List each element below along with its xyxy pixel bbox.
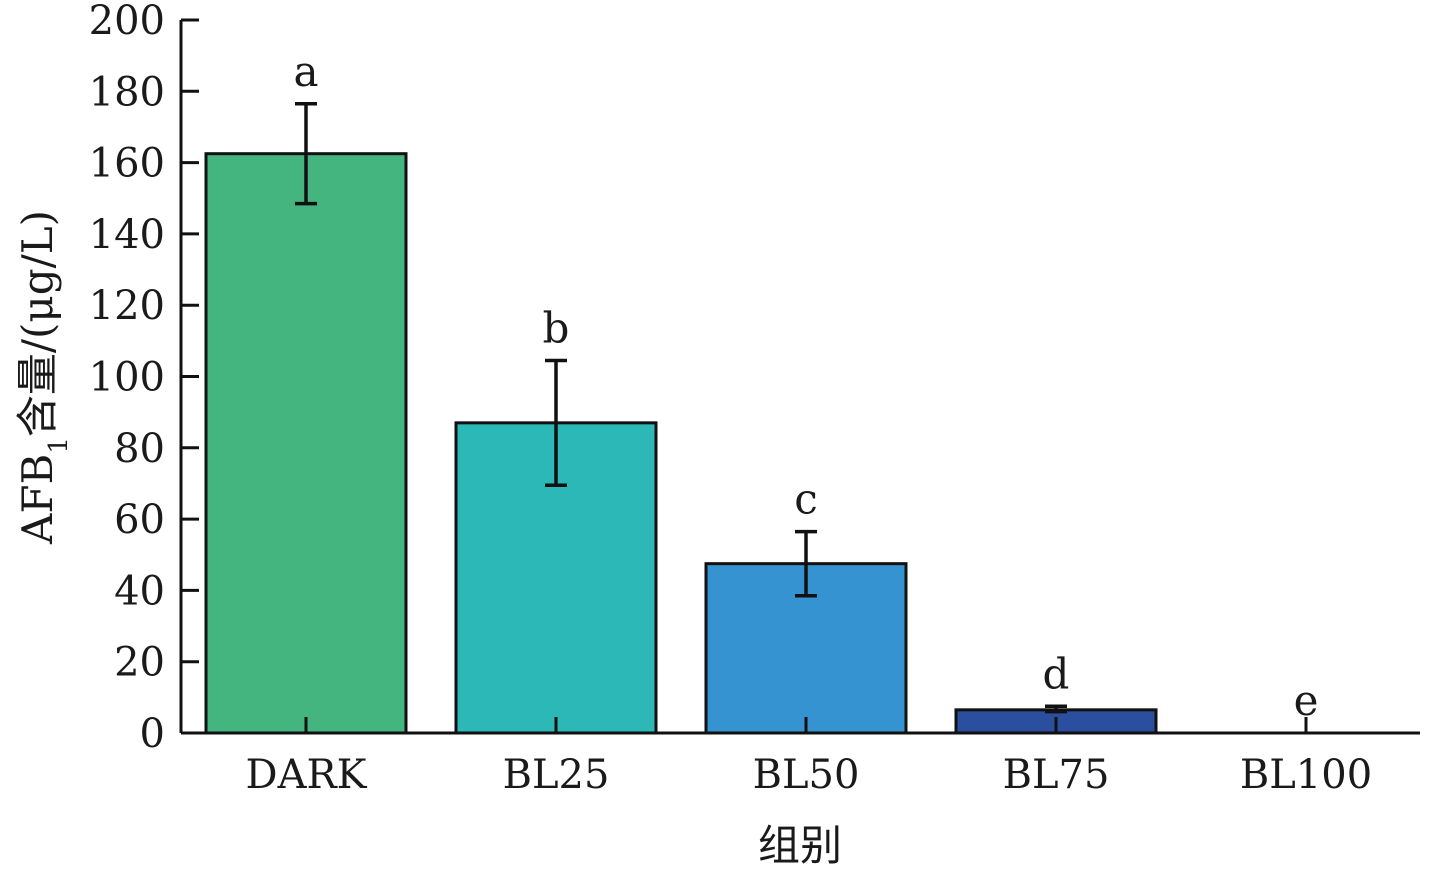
bars xyxy=(204,152,1158,735)
y-axis-title-rest: 含量/(μg/L) xyxy=(13,210,62,437)
significance-label-bl50: c xyxy=(794,475,818,524)
y-tick-label: 100 xyxy=(89,355,165,401)
y-axis-title: AFB1含量/(μg/L) xyxy=(13,210,74,545)
error-bar-bl25 xyxy=(545,358,567,487)
y-tick-label: 160 xyxy=(89,141,165,187)
x-axis-title: 组别 xyxy=(758,821,842,869)
y-tick-label: 120 xyxy=(89,283,165,329)
error-bar-bl75 xyxy=(1045,704,1067,714)
significance-labels: a b c d e xyxy=(293,47,1318,725)
y-tick-label: 140 xyxy=(89,212,165,258)
y-tick-label: 60 xyxy=(114,497,165,543)
y-tick-label: 0 xyxy=(140,711,165,757)
bar-dark xyxy=(204,152,408,735)
y-tick-label: 200 xyxy=(89,0,165,44)
x-tick-label-dark: DARK xyxy=(246,752,368,798)
error-bars xyxy=(295,102,1067,714)
y-axis-title-main: AFB xyxy=(13,454,62,545)
significance-label-bl75: d xyxy=(1043,649,1070,698)
x-tick-label-bl100: BL100 xyxy=(1240,752,1372,798)
x-tick-label-bl50: BL50 xyxy=(753,752,860,798)
y-tick-label: 180 xyxy=(89,69,165,115)
y-tick-label: 20 xyxy=(114,640,165,686)
error-bar-bl50 xyxy=(795,529,817,598)
y-tick-label: 40 xyxy=(114,568,165,614)
x-tick-label-bl75: BL75 xyxy=(1003,752,1110,798)
y-axis-title-subscript: 1 xyxy=(44,437,74,454)
significance-label-dark: a xyxy=(293,47,318,96)
significance-label-bl25: b xyxy=(543,303,570,352)
significance-label-bl100: e xyxy=(1294,676,1319,725)
y-axis-ticks: 0 20 40 60 80 100 120 140 160 180 200 xyxy=(89,0,199,757)
error-bar-dark xyxy=(295,102,317,206)
x-tick-label-bl25: BL25 xyxy=(503,752,610,798)
y-tick-label: 80 xyxy=(114,426,165,472)
x-axis-ticks: DARK BL25 BL50 BL75 BL100 xyxy=(246,717,1372,798)
